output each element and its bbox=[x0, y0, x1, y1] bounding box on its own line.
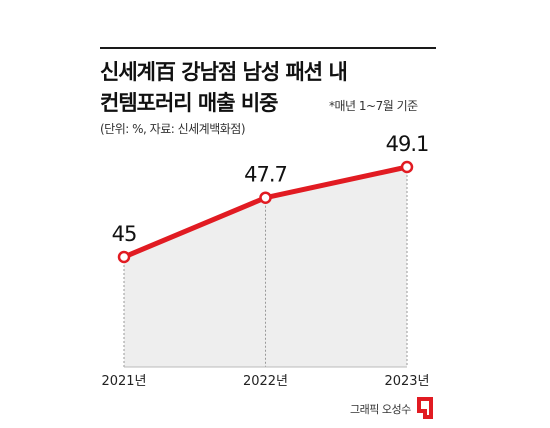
x-tick-label-0: 2021년 bbox=[101, 374, 146, 389]
data-point-2 bbox=[400, 160, 414, 174]
x-tick-label-1: 2022년 bbox=[243, 374, 288, 389]
data-label-1: 47.7 bbox=[244, 163, 287, 187]
title-rule bbox=[100, 47, 436, 49]
publisher-logo-icon bbox=[417, 397, 433, 419]
x-tick-label-2: 2023년 bbox=[384, 374, 429, 389]
chart-title-line-1: 신세계百 강남점 남성 패션 내 bbox=[100, 60, 348, 84]
data-labels: 45 47.7 49.1 bbox=[112, 132, 430, 246]
data-label-2: 49.1 bbox=[386, 132, 429, 156]
data-point-1 bbox=[259, 191, 272, 204]
data-point-0 bbox=[117, 250, 131, 264]
period-note: *매년 1~7월 기준 bbox=[329, 99, 418, 113]
unit-source-note: (단위: %, 자료: 신세계백화점) bbox=[100, 122, 246, 136]
x-tick-labels: 2021년 2022년 2023년 bbox=[101, 374, 429, 389]
chart-title-line-2: 컨템포러리 매출 비중 bbox=[100, 91, 279, 115]
data-markers bbox=[117, 160, 414, 264]
graphic-credit: 그래픽 오성수 bbox=[350, 403, 411, 416]
data-label-0: 45 bbox=[112, 222, 137, 246]
guide-lines bbox=[123, 167, 408, 367]
